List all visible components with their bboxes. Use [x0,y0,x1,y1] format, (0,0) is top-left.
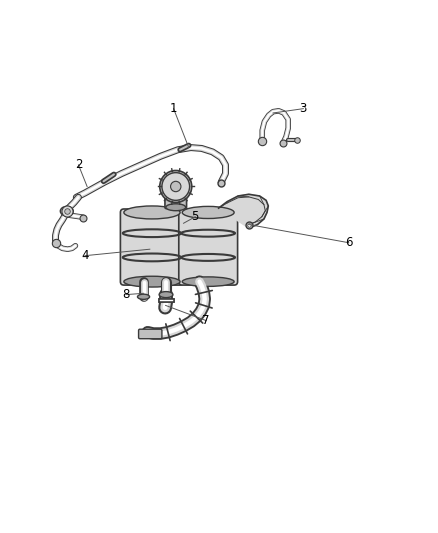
Text: 2: 2 [75,158,82,172]
Ellipse shape [60,206,73,216]
Polygon shape [219,195,268,228]
Ellipse shape [182,206,234,219]
Text: 1: 1 [170,102,177,115]
Ellipse shape [182,277,234,286]
Ellipse shape [166,204,186,211]
Text: 3: 3 [300,102,307,115]
Ellipse shape [124,206,180,219]
FancyBboxPatch shape [138,329,162,338]
Text: 5: 5 [191,211,199,223]
FancyBboxPatch shape [120,209,184,285]
FancyBboxPatch shape [179,209,237,285]
Text: 7: 7 [202,314,210,327]
Ellipse shape [166,186,186,194]
Ellipse shape [159,292,173,297]
Ellipse shape [138,294,150,300]
FancyBboxPatch shape [165,189,187,208]
Text: 8: 8 [122,288,130,301]
Circle shape [170,181,181,192]
Text: 6: 6 [345,236,353,249]
Ellipse shape [124,276,180,287]
Text: 4: 4 [81,249,88,262]
Circle shape [162,173,190,200]
Circle shape [160,171,192,203]
